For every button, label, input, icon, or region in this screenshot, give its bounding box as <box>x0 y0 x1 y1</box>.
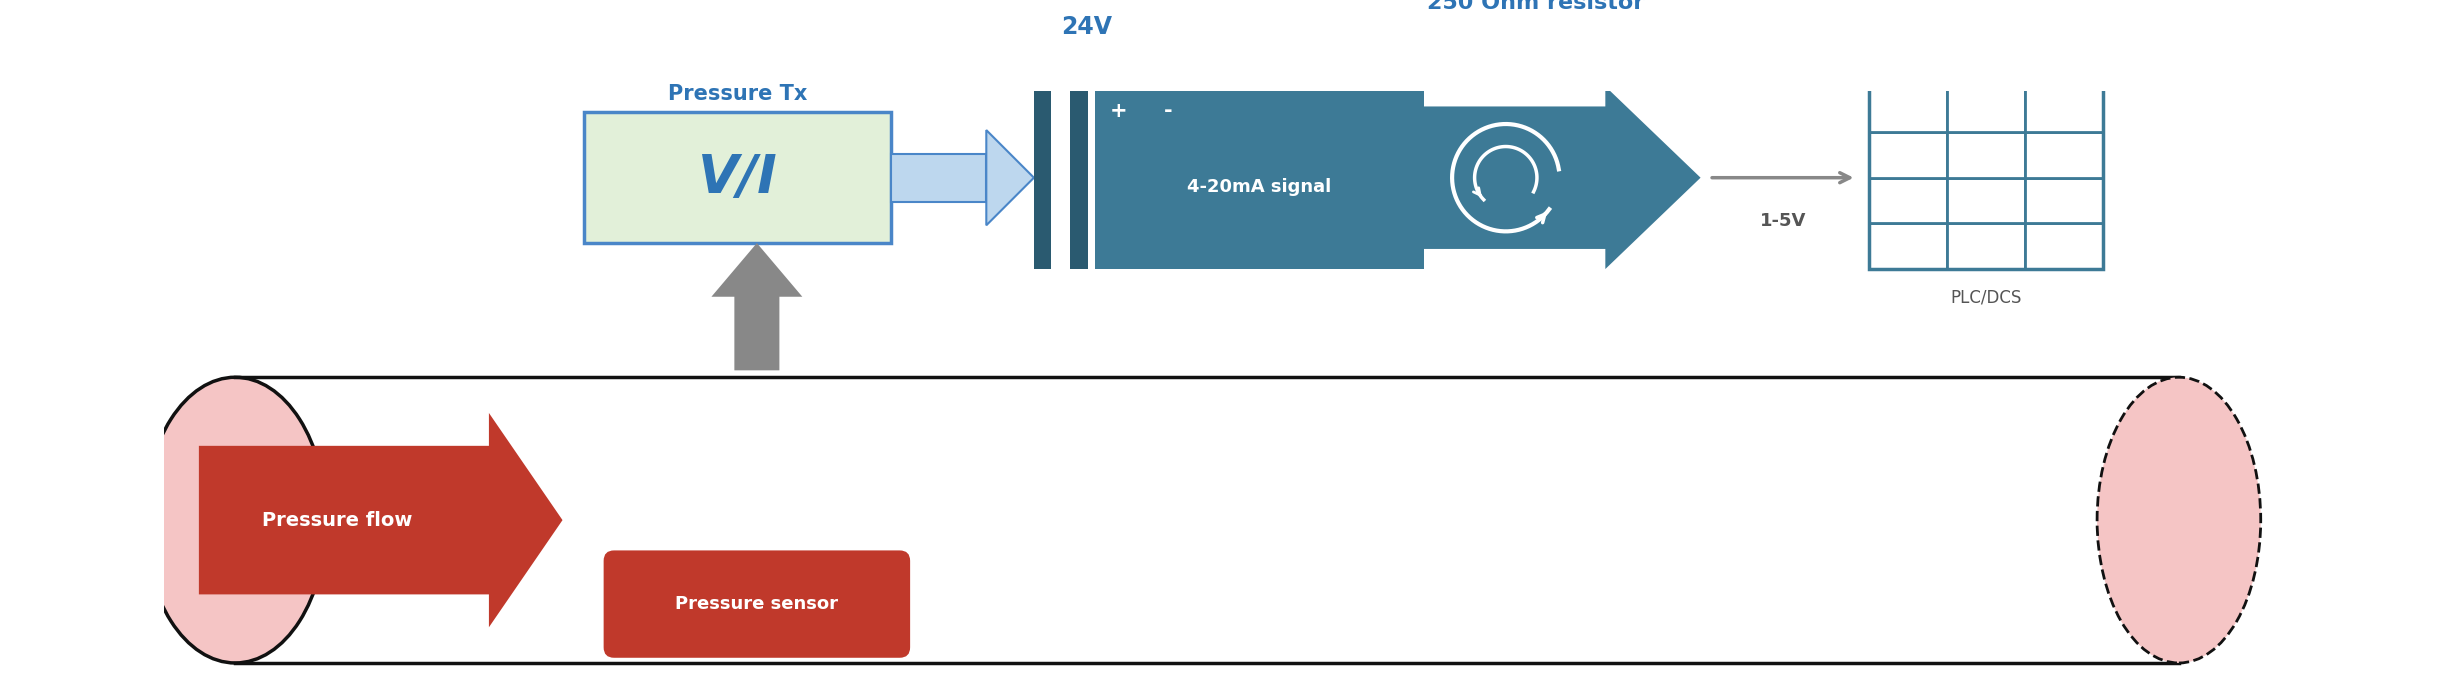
Bar <box>2026 86 2104 132</box>
Bar <box>1870 86 1948 132</box>
Bar <box>1870 224 1948 269</box>
Bar <box>1870 86 2104 269</box>
Bar <box>1870 132 1948 178</box>
Text: 1-5V: 1-5V <box>1760 212 1806 230</box>
Bar <box>234 377 2180 663</box>
Bar <box>891 154 986 202</box>
FancyArrow shape <box>198 413 561 627</box>
Bar <box>1948 178 2026 224</box>
Text: 4-20mA signal: 4-20mA signal <box>1186 178 1330 196</box>
Text: Pressure Tx: Pressure Tx <box>669 84 808 104</box>
Ellipse shape <box>144 377 327 663</box>
Bar <box>1069 86 1089 269</box>
Bar <box>1870 178 1948 224</box>
Ellipse shape <box>2097 377 2260 663</box>
Bar <box>1948 86 2026 132</box>
Text: 24V: 24V <box>1062 14 1113 38</box>
Bar <box>1948 132 2026 178</box>
FancyArrow shape <box>710 243 803 370</box>
FancyBboxPatch shape <box>583 113 891 243</box>
Bar <box>2026 224 2104 269</box>
Text: 250 Ohm resistor: 250 Ohm resistor <box>1428 0 1645 13</box>
Text: PLC/DCS: PLC/DCS <box>1950 288 2021 306</box>
Text: V/I: V/I <box>698 152 776 204</box>
Text: +: + <box>1111 101 1128 121</box>
Bar <box>1035 86 1052 269</box>
Bar <box>1948 224 2026 269</box>
Bar <box>2026 178 2104 224</box>
Text: Pressure sensor: Pressure sensor <box>676 595 837 613</box>
FancyArrow shape <box>1423 86 1701 269</box>
Text: -: - <box>1164 101 1172 121</box>
FancyBboxPatch shape <box>603 550 910 658</box>
Bar <box>2026 132 2104 178</box>
Text: Pressure flow: Pressure flow <box>261 510 413 530</box>
Bar <box>1094 86 1423 269</box>
Polygon shape <box>986 130 1035 225</box>
